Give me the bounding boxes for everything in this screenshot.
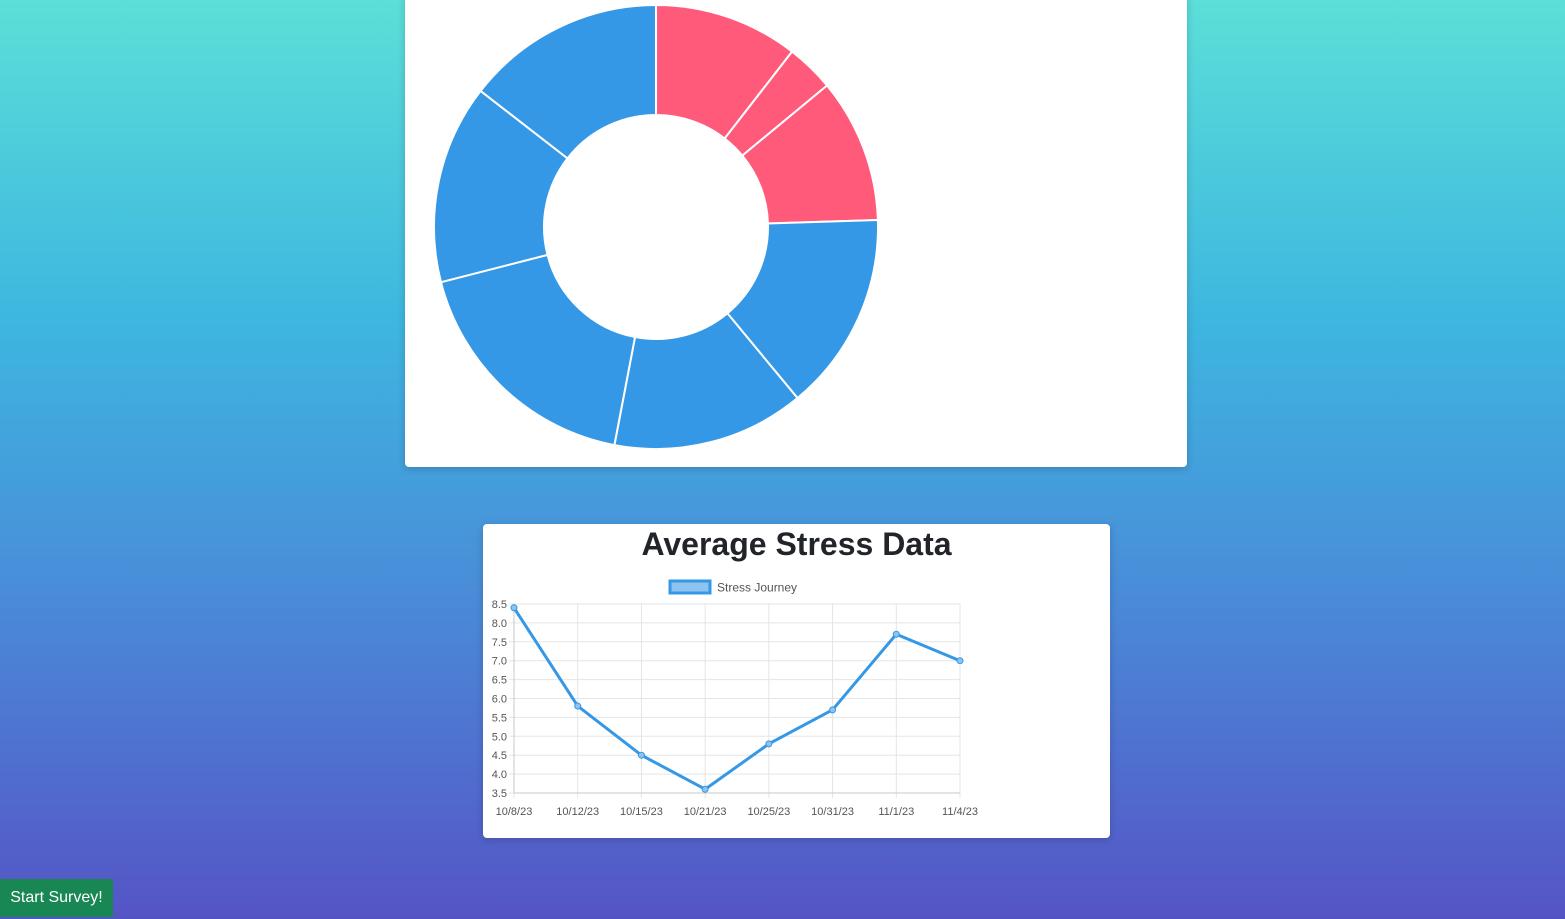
stress-chart-card: Average Stress Data 8.5 8.0 7.5 7.0 6.5 6.0 5.…	[483, 524, 1110, 838]
x-tick-label: 11/4/23	[942, 806, 978, 818]
data-point[interactable]	[956, 657, 964, 665]
y-tick-label: 6.0	[492, 694, 507, 706]
donut-slice	[439, 253, 637, 447]
x-tick-label: 10/21/23	[684, 806, 727, 818]
start-survey-button[interactable]: Start Survey!	[0, 879, 113, 917]
data-point[interactable]	[765, 740, 773, 748]
donut-chart-card	[405, 0, 1187, 467]
y-tick-label: 5.5	[492, 712, 507, 724]
stress-line-chart: 8.5 8.0 7.5 7.0 6.5 6.0 5.5 5.0 4.5 4.0 3.5 10/8/23…	[492, 579, 978, 818]
data-point[interactable]	[574, 702, 582, 710]
x-tick-label: 10/12/23	[556, 806, 599, 818]
x-tick-label: 10/31/23	[811, 806, 854, 818]
y-tick-label: 4.0	[492, 769, 507, 781]
legend-item[interactable]: Stress Journey	[668, 579, 797, 595]
y-tick-label: 4.5	[492, 750, 507, 762]
data-point[interactable]	[637, 751, 645, 759]
y-tick-label: 5.0	[492, 731, 507, 743]
stress-chart-title: Average Stress Data	[641, 526, 952, 562]
donut-slice	[725, 218, 879, 400]
y-tick-label: 3.5	[492, 788, 507, 800]
data-point[interactable]	[829, 706, 837, 714]
legend-swatch	[668, 579, 712, 595]
x-tick-label: 11/1/23	[878, 806, 914, 818]
y-tick-label: 6.5	[492, 675, 507, 687]
data-point[interactable]	[892, 630, 900, 638]
series-line	[512, 606, 961, 791]
y-tick-label: 8.5	[492, 599, 507, 611]
y-tick-label: 8.0	[492, 618, 507, 630]
x-tick-label: 10/8/23	[496, 806, 533, 818]
donut-slice	[479, 3, 657, 160]
donut-chart	[433, 3, 879, 450]
y-tick-label: 7.5	[492, 637, 507, 649]
data-point[interactable]	[510, 604, 518, 612]
data-point[interactable]	[701, 785, 709, 793]
legend-label: Stress Journey	[717, 581, 797, 595]
x-tick-label: 10/25/23	[747, 806, 790, 818]
y-tick-label: 7.0	[492, 656, 507, 668]
x-tick-label: 10/15/23	[620, 806, 663, 818]
donut-slice	[433, 89, 569, 284]
